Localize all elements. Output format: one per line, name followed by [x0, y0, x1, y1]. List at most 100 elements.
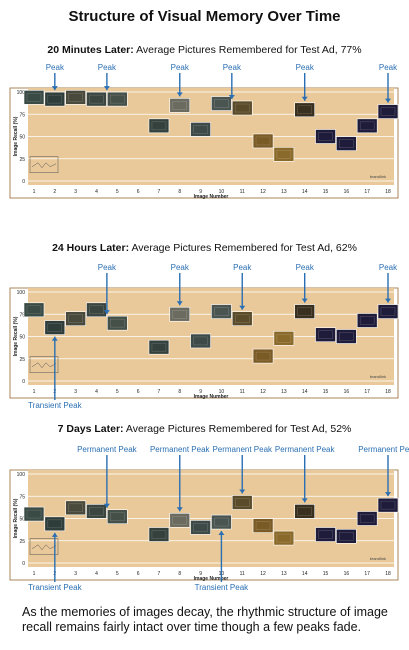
- figure-title: Structure of Visual Memory Over Time: [68, 8, 341, 25]
- y-tick-label: 50: [19, 335, 25, 341]
- annotation-arrowhead: [301, 498, 308, 503]
- thumbnail-image: [44, 516, 66, 532]
- thumbnail-image: [356, 313, 378, 328]
- thumbnail-image: [148, 118, 170, 134]
- panel-3-value: 52%: [330, 423, 352, 435]
- data-point-1: [23, 302, 45, 318]
- thumbnail-image: [190, 333, 211, 349]
- thumbnail-image: [231, 311, 253, 327]
- thumbnail-detail: [380, 500, 396, 510]
- thumbnail-image: [336, 329, 357, 344]
- thumbnail-image: [315, 527, 336, 542]
- thumbnail-detail: [47, 519, 63, 529]
- annotation-arrowhead: [176, 507, 183, 512]
- thumbnail-detail: [339, 532, 354, 541]
- mini-legend-box: [29, 356, 59, 373]
- peak-label: Peak: [296, 263, 315, 272]
- peak-label: Permanent Peak: [275, 445, 336, 454]
- mini-legend-box: [29, 156, 59, 173]
- x-tick-label: 15: [323, 389, 329, 395]
- thumbnail-detail: [214, 517, 229, 527]
- thumbnail-image: [377, 497, 399, 513]
- x-tick-label: 13: [281, 189, 287, 195]
- thumbnail-image: [169, 306, 191, 322]
- data-point-8: [169, 512, 191, 528]
- annotation-arrowhead: [218, 531, 225, 536]
- x-tick-label: 18: [385, 189, 391, 195]
- x-tick-label: 4: [95, 389, 98, 395]
- thumbnail-detail: [359, 121, 375, 131]
- peak-label: Permanent Peak: [150, 445, 211, 454]
- data-point-13: [273, 330, 295, 346]
- y-axis-label: Image Recall (%): [13, 316, 19, 356]
- data-point-17: [356, 118, 378, 134]
- x-tick-label: 1: [33, 189, 36, 195]
- thumbnail-detail: [214, 99, 229, 108]
- thumbnail-image: [86, 504, 107, 519]
- data-point-9: [190, 122, 211, 137]
- annotation-arrowhead: [385, 298, 391, 303]
- thumbnail-image: [211, 96, 232, 111]
- thumbnail-image: [336, 529, 357, 544]
- data-point-3: [65, 90, 86, 105]
- thumbnail-image: [377, 304, 399, 319]
- x-tick-label: 14: [302, 571, 308, 577]
- x-tick-label: 8: [178, 571, 181, 577]
- x-tick-label: 6: [137, 389, 140, 395]
- data-point-13: [273, 147, 295, 162]
- data-point-2: [44, 516, 66, 532]
- thumbnail-image: [169, 512, 191, 528]
- thumbnail-detail: [359, 316, 375, 325]
- data-point-2: [44, 320, 66, 335]
- x-tick-label: 13: [281, 571, 287, 577]
- annotation-arrowhead: [239, 305, 246, 310]
- thumbnail-image: [356, 511, 378, 526]
- x-tick-label: 17: [364, 571, 370, 577]
- thumbnail-image: [23, 506, 45, 522]
- data-point-11: [231, 495, 253, 510]
- thumbnail-detail: [193, 523, 208, 532]
- x-tick-label: 17: [364, 189, 370, 195]
- x-tick-label: 6: [137, 571, 140, 577]
- thumbnail-detail: [193, 336, 208, 346]
- data-point-12: [252, 518, 274, 533]
- thumbnail-detail: [89, 507, 104, 516]
- y-tick-label: 25: [19, 357, 25, 363]
- panel-3-lead: 7 Days Later:: [57, 423, 124, 435]
- thumbnail-image: [86, 91, 107, 107]
- x-tick-label: 14: [302, 389, 308, 395]
- x-axis-label: Image Number: [194, 576, 229, 582]
- x-tick-label: 9: [199, 571, 202, 577]
- annotation-arrowhead: [301, 298, 308, 303]
- thumbnail-image: [356, 118, 378, 134]
- transient-peak-label: Transient Peak: [28, 401, 83, 410]
- data-point-18: [377, 497, 399, 513]
- thumbnail-detail: [68, 503, 83, 513]
- thumbnail-detail: [26, 509, 42, 519]
- thumbnail-image: [315, 129, 336, 144]
- data-point-2: [44, 91, 66, 107]
- data-point-4: [86, 504, 107, 519]
- peak-label: Peak: [379, 63, 398, 72]
- data-point-12: [252, 133, 274, 149]
- transient-peak-label: Transient Peak: [195, 583, 250, 592]
- thumbnail-image: [23, 90, 45, 105]
- data-point-15: [315, 129, 336, 144]
- x-tick-label: 14: [302, 189, 308, 195]
- data-point-9: [190, 333, 211, 349]
- thumbnail-image: [294, 304, 316, 319]
- thumbnail-detail: [276, 533, 292, 543]
- thumbnail-detail: [47, 94, 63, 104]
- thumbnail-detail: [47, 323, 63, 332]
- annotation-arrowhead: [301, 96, 308, 101]
- mini-legend-line: [31, 162, 57, 169]
- panel-2-rest: Average Pictures Remembered for Test Ad,: [131, 242, 336, 254]
- x-tick-label: 10: [219, 189, 225, 195]
- thumbnail-detail: [89, 94, 104, 104]
- peak-label: Peak: [296, 63, 315, 72]
- peak-label: Permanent Peak: [358, 445, 409, 454]
- x-tick-label: 3: [74, 389, 77, 395]
